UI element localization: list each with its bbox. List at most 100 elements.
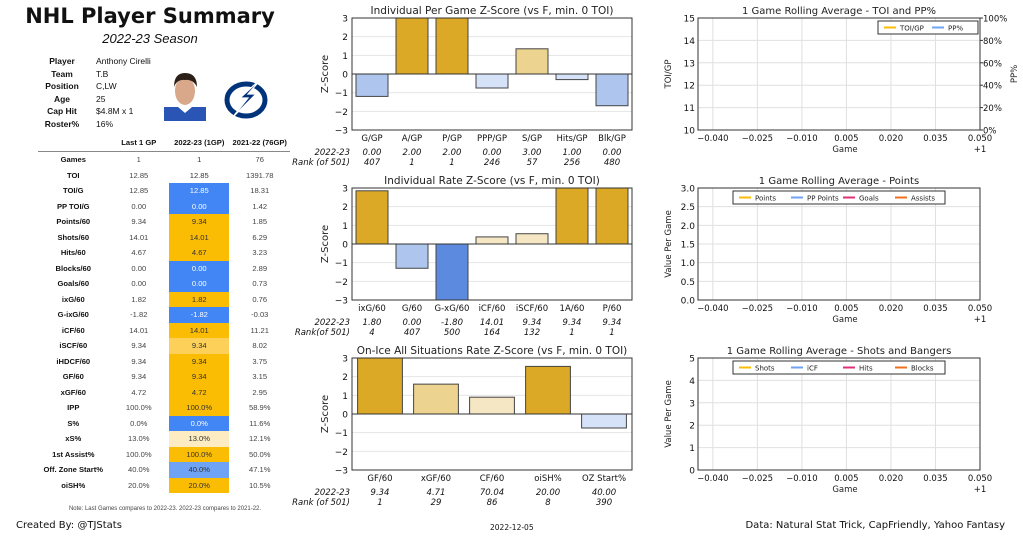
y-tick-label: 2 xyxy=(342,203,348,213)
y-axis-label: TOI/GP xyxy=(664,60,674,90)
bar-oish- xyxy=(525,365,571,415)
stats-row: Blocks/60 0.00 0.00 2.89 xyxy=(38,260,290,276)
x-tick-label: P/GP xyxy=(442,134,462,144)
rank-value: 1 xyxy=(609,328,614,338)
rank-value: 256 xyxy=(564,158,581,168)
y-tick-label: −2 xyxy=(335,278,348,288)
player-headshot-image xyxy=(164,73,206,121)
chart-title: 1 Game Rolling Average - TOI and PP% xyxy=(742,6,936,17)
stats-header-row: Last 1 GP 2022-23 (1GP) 2021-22 (76GP) xyxy=(38,133,290,152)
bar-icf-60 xyxy=(475,236,509,245)
rank-value: 86 xyxy=(487,498,498,508)
bar-ixg-60 xyxy=(355,190,389,245)
legend-label: TOI/GP xyxy=(899,25,924,33)
stat-label: TOI/G xyxy=(63,186,84,196)
stats-row: Off. Zone Start% 40.0% 40.0% 47.1% xyxy=(38,462,290,478)
x-tick-label: 0.020 xyxy=(879,304,903,314)
rank-row-label: Rank(of 501) xyxy=(295,328,350,338)
rank-value: 1 xyxy=(449,158,454,168)
stats-row: iSCF/60 9.34 9.34 8.02 xyxy=(38,338,290,354)
x-tick-label: −0.040 xyxy=(697,304,728,314)
current-season-value: 14.01 xyxy=(169,322,230,338)
current-season-value: 9.34 xyxy=(169,338,230,354)
current-season-value: 13.0% xyxy=(169,431,230,447)
y-tick-label: 0 xyxy=(689,467,695,477)
player-info-row: Cap Hit $4.8M x 1 xyxy=(40,105,151,118)
stats-row: iCF/60 14.01 14.01 11.21 xyxy=(38,322,290,338)
x-tick-label: −0.025 xyxy=(742,304,773,314)
y-tick-label: 11 xyxy=(684,104,695,114)
last-games-value: 4.72 xyxy=(131,387,147,397)
season-value: 0.00 xyxy=(363,148,382,158)
y2-tick-label: 40% xyxy=(983,82,1002,92)
y-tick-label: 3 xyxy=(342,185,348,195)
x-offset-label: +1 xyxy=(974,485,987,495)
y-tick-label: 1.5 xyxy=(681,241,695,251)
stats-row: Games 1 1 76 xyxy=(38,152,290,168)
previous-season-value: 3.75 xyxy=(252,356,268,366)
legend-label: iCF xyxy=(807,365,818,373)
player-info-row: Player Anthony Cirelli xyxy=(40,55,151,68)
bar-cf-60 xyxy=(469,396,515,415)
legend: TOI/GP PP% xyxy=(877,20,979,35)
x-tick-label: OZ Start% xyxy=(582,474,626,484)
previous-season-value: -0.03 xyxy=(251,310,269,320)
bar-p-60 xyxy=(595,187,629,245)
rank-value: 132 xyxy=(524,328,540,338)
last-games-value: 12.85 xyxy=(129,170,149,180)
stat-label: PP TOI/G xyxy=(56,201,90,211)
current-season-value: 0.0% xyxy=(169,415,230,431)
player-info-value: $4.8M x 1 xyxy=(96,106,134,117)
current-season-value: 0.00 xyxy=(169,198,230,214)
current-season-value: 100.0% xyxy=(169,400,230,416)
x-tick-label: G/60 xyxy=(402,304,422,314)
stats-row: oiSH% 20.0% 20.0% 10.5% xyxy=(38,477,290,493)
player-info-value: 25 xyxy=(96,93,106,104)
y-tick-label: −2 xyxy=(335,448,348,458)
stats-row: IPP 100.0% 100.0% 58.9% xyxy=(38,400,290,416)
plot-frame xyxy=(351,357,633,471)
legend-label: Assists xyxy=(911,195,935,203)
season-value: 0.00 xyxy=(403,318,422,328)
season-value: -1.80 xyxy=(441,318,463,328)
bar-g-60 xyxy=(395,243,429,269)
previous-season-value: 1.85 xyxy=(252,217,268,227)
x-tick-label: −0.040 xyxy=(697,134,728,144)
bar-s-gp xyxy=(515,48,549,75)
stat-label: Hits/60 xyxy=(60,248,86,258)
season-value: 2.00 xyxy=(403,148,422,158)
current-season-value: 14.01 xyxy=(169,229,230,245)
jersey-shape xyxy=(164,107,206,121)
y-tick-label: 1 xyxy=(342,222,348,232)
x-tick-label: 0.050 xyxy=(968,304,992,314)
y-tick-label: 1 xyxy=(342,392,348,402)
x-tick-label: Hits/GP xyxy=(556,134,587,144)
bar-iscf-60 xyxy=(515,233,549,245)
stats-row: Shots/60 14.01 14.01 6.29 xyxy=(38,229,290,245)
y-tick-label: 1 xyxy=(342,52,348,62)
legend-frame xyxy=(877,20,979,35)
plot-frame xyxy=(351,187,633,301)
x-tick-label: 0.050 xyxy=(968,474,992,484)
stat-label: iHDCF/60 xyxy=(56,356,91,366)
y-tick-label: 1.0 xyxy=(681,259,696,269)
stat-label: ixG/60 xyxy=(61,294,85,304)
stats-row: xGF/60 4.72 4.72 2.95 xyxy=(38,384,290,400)
last-games-value: 0.00 xyxy=(131,263,147,273)
y2-tick-label: 100% xyxy=(983,15,1007,25)
rank-value: 1 xyxy=(569,328,574,338)
stat-label: S% xyxy=(67,418,80,428)
legend-label: Hits xyxy=(859,365,873,373)
plot-frame xyxy=(697,357,981,471)
column-header: Last 1 GP xyxy=(108,133,170,152)
previous-season-value: 1.42 xyxy=(252,201,268,211)
legend-label: Points xyxy=(755,195,776,203)
x-tick-label: 0.005 xyxy=(834,134,858,144)
x-tick-label: 0.020 xyxy=(879,474,903,484)
season-value: 40.00 xyxy=(592,488,616,498)
y-tick-label: 2 xyxy=(689,422,695,432)
stats-row: xS% 13.0% 13.0% 12.1% xyxy=(38,431,290,447)
current-season-value: 100.0% xyxy=(169,446,230,462)
chart-title: 1 Game Rolling Average - Points xyxy=(759,176,919,187)
stats-row: Hits/60 4.67 4.67 3.23 xyxy=(38,245,290,261)
